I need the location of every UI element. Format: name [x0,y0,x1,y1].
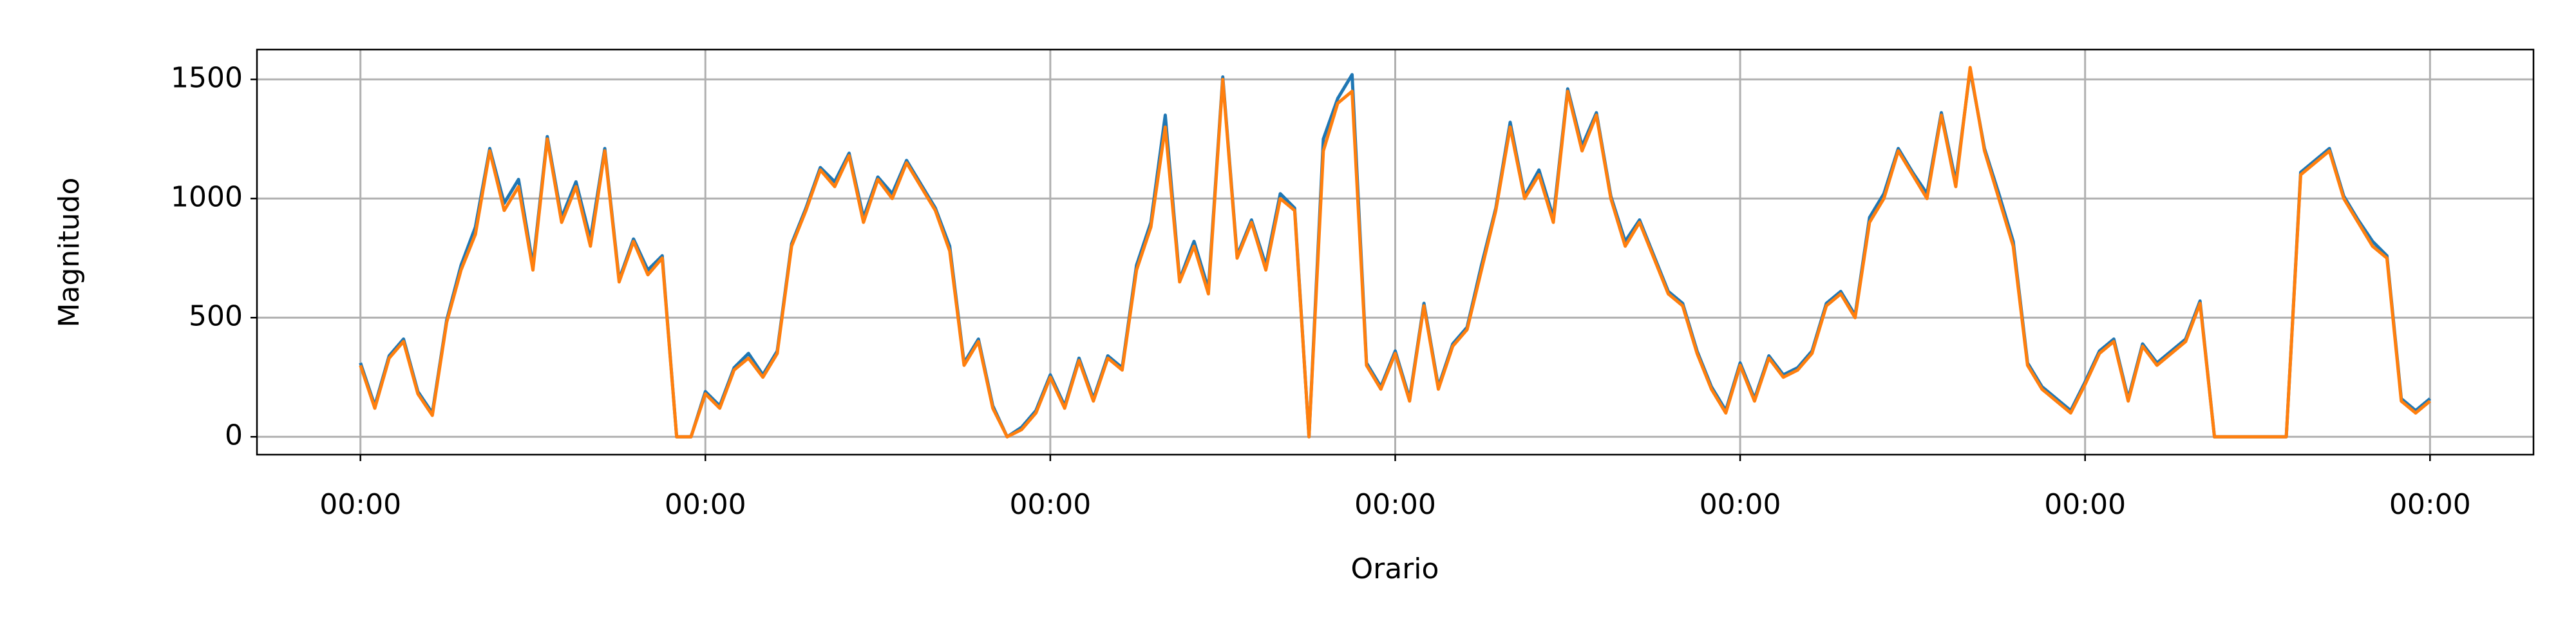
x-tick-label: 00:00 [2044,488,2126,521]
series-line [359,66,2431,439]
y-tick-label: 1000 [171,180,243,213]
x-tick-label: 00:00 [1700,488,1781,521]
y-tick-label: 500 [189,299,243,332]
y-tick-label: 0 [225,419,243,451]
x-axis-label: Orario [1351,553,1439,585]
plot-frame [256,48,2535,456]
x-tick-label: 00:00 [1354,488,1436,521]
x-tick-label: 00:00 [319,488,401,521]
y-tick-label: 1500 [171,61,243,94]
x-tick-label: 00:00 [1009,488,1091,521]
x-tick-label: 00:00 [2389,488,2471,521]
x-tick-label: 00:00 [665,488,746,521]
y-axis-label: Magnitudo [53,178,86,328]
